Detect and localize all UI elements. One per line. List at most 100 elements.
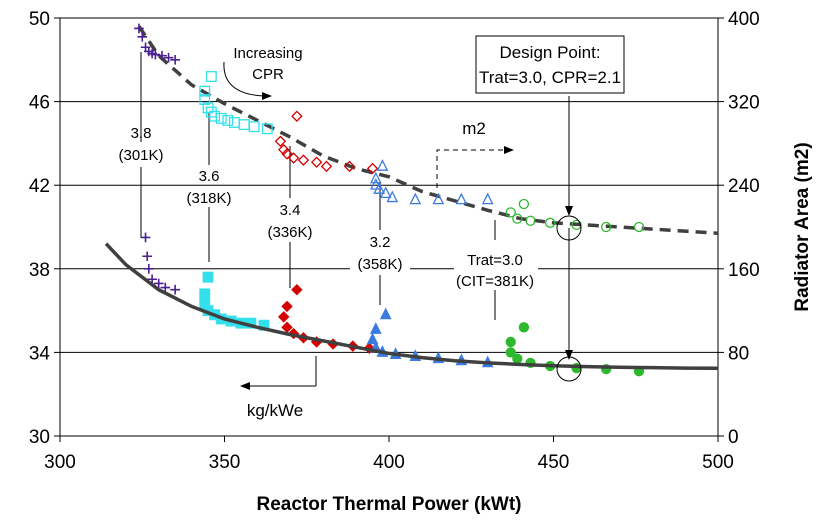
y2-axis-title: Radiator Area (m2) bbox=[792, 142, 813, 311]
trat-30-label: Trat=3.0 bbox=[467, 252, 523, 269]
data-point bbox=[261, 123, 273, 135]
plot-area bbox=[104, 23, 719, 377]
series-line bbox=[137, 25, 719, 236]
data-point bbox=[455, 192, 468, 205]
data-point bbox=[297, 154, 310, 166]
series-3-4-area bbox=[274, 110, 379, 175]
data-point bbox=[147, 274, 157, 285]
trat-30-cit-label: (CIT=381K) bbox=[456, 273, 534, 290]
y2-tick-label: 0 bbox=[728, 427, 739, 448]
data-point bbox=[160, 282, 171, 293]
data-point bbox=[153, 278, 164, 289]
x-axis-title: Reactor Thermal Power (kWt) bbox=[257, 494, 522, 515]
trat-34-cit-label: (336K) bbox=[267, 224, 312, 241]
data-point bbox=[320, 160, 333, 173]
data-point bbox=[150, 49, 161, 60]
data-point bbox=[379, 186, 392, 199]
data-point bbox=[343, 160, 356, 173]
data-point bbox=[199, 94, 211, 105]
data-point bbox=[409, 192, 422, 205]
series-kg-kwe-mass bbox=[104, 242, 719, 371]
grid-lines bbox=[60, 17, 718, 353]
x-tick-label: 400 bbox=[373, 452, 405, 473]
data-point bbox=[134, 23, 144, 34]
y-tick-label: 30 bbox=[29, 427, 50, 448]
data-point bbox=[291, 110, 303, 122]
data-point bbox=[505, 347, 516, 358]
series-3-8-301k-mass bbox=[140, 232, 180, 295]
y-tick-label: 42 bbox=[29, 176, 50, 197]
data-point bbox=[137, 32, 148, 42]
data-point bbox=[366, 332, 379, 345]
series-3-2-area bbox=[369, 159, 494, 205]
data-point bbox=[142, 251, 152, 262]
design-arrowhead-1 bbox=[565, 206, 573, 216]
y2-tick-label: 160 bbox=[728, 260, 760, 281]
data-point bbox=[379, 307, 392, 320]
cpr-label: CPR bbox=[252, 66, 284, 83]
annotation-labels: Design Point: Trat=3.0, CPR=2.1 Increasi… bbox=[118, 35, 625, 420]
data-point bbox=[209, 110, 221, 122]
data-point bbox=[170, 55, 180, 65]
design-point-box bbox=[475, 35, 625, 94]
y-tick-label: 46 bbox=[29, 93, 50, 114]
data-point bbox=[281, 300, 293, 313]
x-tick-label: 350 bbox=[209, 452, 241, 473]
data-point bbox=[366, 162, 379, 175]
data-point bbox=[525, 215, 536, 226]
data-point bbox=[545, 217, 556, 228]
design-point-circles bbox=[556, 215, 582, 382]
data-point bbox=[518, 322, 530, 333]
data-point bbox=[505, 207, 516, 218]
data-point bbox=[248, 121, 260, 133]
y-tick-label: 34 bbox=[29, 343, 51, 364]
m2-arrow bbox=[436, 149, 508, 188]
y2-tick-label: 320 bbox=[728, 93, 760, 114]
y-tick-label: 50 bbox=[29, 9, 50, 30]
data-point bbox=[274, 135, 287, 148]
y2-tick-label: 80 bbox=[728, 343, 749, 364]
series-3-0-area bbox=[505, 198, 645, 233]
data-point bbox=[386, 190, 399, 203]
data-point bbox=[278, 311, 290, 323]
trat-32-cit-label: (358K) bbox=[357, 256, 402, 273]
series-3-8-area bbox=[134, 23, 180, 65]
trat-38-label: 3.8 bbox=[131, 125, 152, 142]
cpr-arrowhead bbox=[262, 92, 272, 100]
kg-arrowhead bbox=[240, 382, 250, 390]
data-point bbox=[600, 221, 612, 233]
trat-38-cit-label: (301K) bbox=[118, 147, 163, 164]
y-tick-label: 38 bbox=[29, 260, 50, 281]
data-point bbox=[376, 159, 389, 171]
data-point bbox=[199, 85, 211, 97]
data-point bbox=[518, 198, 530, 210]
data-point bbox=[281, 148, 293, 160]
arrowheads bbox=[240, 92, 573, 390]
data-point bbox=[291, 283, 303, 296]
series-m2-area bbox=[137, 25, 719, 236]
data-point bbox=[310, 156, 323, 168]
trat-36-label: 3.6 bbox=[199, 168, 220, 185]
data-point bbox=[281, 321, 293, 334]
data-point bbox=[369, 171, 382, 184]
data-point bbox=[170, 284, 180, 295]
cpr-arrow bbox=[223, 61, 265, 97]
annotation-leaders bbox=[140, 52, 570, 387]
design-arrowhead-2 bbox=[565, 350, 573, 360]
y2-tick-label: 240 bbox=[728, 176, 760, 197]
increasing-label: Increasing bbox=[233, 45, 302, 62]
trat-34-label: 3.4 bbox=[280, 202, 301, 219]
data-point bbox=[432, 192, 445, 205]
data-point bbox=[199, 288, 211, 300]
data-point bbox=[287, 152, 300, 164]
data-point bbox=[505, 336, 516, 348]
trat-32-label: 3.2 bbox=[370, 234, 391, 251]
x-tick-label: 500 bbox=[702, 452, 734, 473]
x-tick-label: 450 bbox=[538, 452, 570, 473]
m2-label: m2 bbox=[462, 119, 486, 138]
data-point bbox=[140, 232, 151, 243]
data-point bbox=[205, 71, 217, 82]
data-point bbox=[238, 119, 250, 131]
design-point-circle-bottom bbox=[556, 356, 582, 382]
